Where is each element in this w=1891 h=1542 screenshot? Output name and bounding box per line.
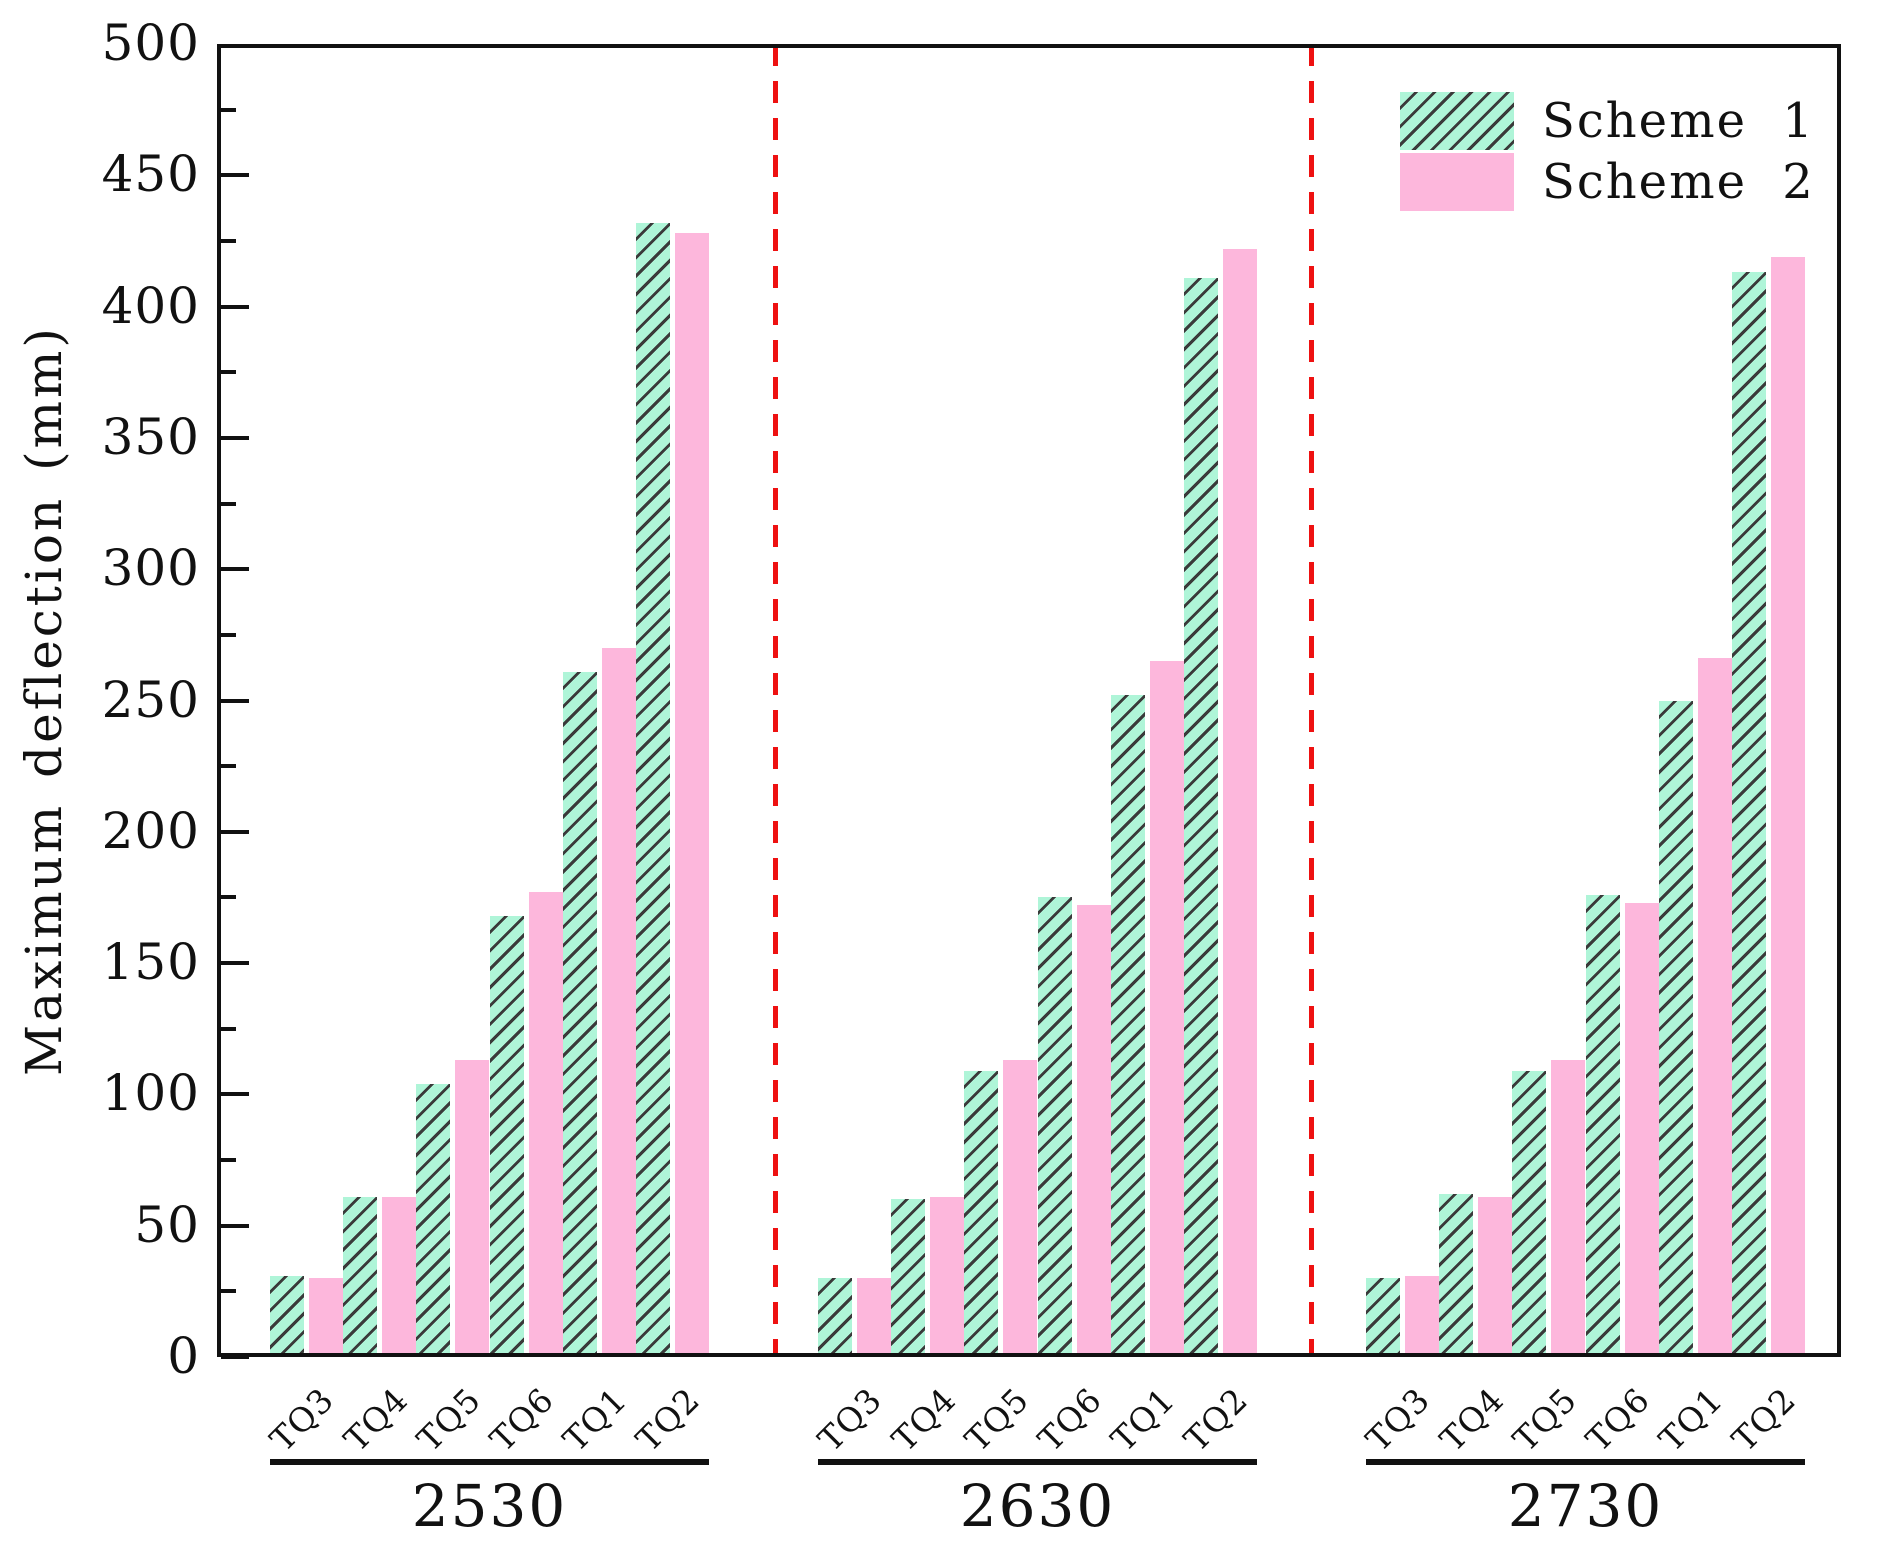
bar-scheme1-2630-TQ4 (891, 1199, 926, 1357)
bar-scheme1-2530-TQ5 (416, 1083, 451, 1357)
bar-scheme2-2730-TQ3 (1405, 1275, 1439, 1357)
x-category-label-2530-TQ2: TQ2 (628, 1379, 708, 1460)
bar-scheme1-2530-TQ6 (489, 915, 524, 1357)
y-tick-label-50: 50 (134, 1195, 200, 1254)
y-tick-label-500: 500 (101, 14, 200, 72)
minor-tick-125 (221, 1026, 236, 1031)
bar-scheme2-2530-TQ6 (528, 892, 563, 1357)
y-tick-label-400: 400 (101, 276, 200, 335)
legend-label-scheme1: Scheme 1 (1542, 93, 1815, 149)
x-category-label-2630-TQ5: TQ5 (957, 1379, 1037, 1460)
bar-scheme2-2730-TQ5 (1551, 1060, 1586, 1357)
group-label-2630: 2630 (959, 1472, 1116, 1540)
legend-swatch-scheme2 (1400, 153, 1514, 211)
y-tick-label-100: 100 (101, 1064, 200, 1123)
bar-scheme2-2730-TQ4 (1478, 1196, 1513, 1357)
x-category-label-2630-TQ2: TQ2 (1176, 1379, 1256, 1460)
major-tick-0 (221, 1355, 249, 1359)
plot-frame (217, 44, 1841, 1357)
bar-scheme1-2730-TQ1 (1658, 700, 1693, 1357)
bar-scheme1-2630-TQ3 (818, 1278, 852, 1357)
bar-scheme1-2630-TQ6 (1037, 897, 1072, 1357)
legend-label-scheme2: Scheme 2 (1542, 154, 1815, 210)
legend-swatch-scheme1 (1400, 92, 1514, 150)
major-tick-400 (221, 304, 249, 309)
bar-scheme2-2630-TQ1 (1149, 661, 1184, 1357)
bar-scheme2-2630-TQ2 (1222, 248, 1257, 1357)
bar-scheme1-2730-TQ4 (1439, 1194, 1474, 1357)
x-category-label-2630-TQ1: TQ1 (1103, 1379, 1183, 1460)
minor-tick-325 (221, 501, 236, 506)
bar-scheme2-2530-TQ3 (309, 1278, 343, 1357)
bar-scheme2-2730-TQ1 (1697, 658, 1732, 1357)
x-category-label-2730-TQ6: TQ6 (1578, 1379, 1658, 1460)
bar-scheme2-2530-TQ4 (382, 1196, 417, 1357)
x-category-label-2530-TQ4: TQ4 (335, 1379, 416, 1460)
major-tick-250 (221, 698, 249, 703)
x-category-label-2630-TQ3: TQ3 (810, 1379, 890, 1460)
minor-tick-475 (221, 107, 236, 112)
major-tick-200 (221, 829, 249, 834)
bar-scheme2-2630-TQ5 (1003, 1060, 1038, 1357)
x-category-label-2730-TQ2: TQ2 (1724, 1379, 1804, 1460)
group-underline-2530 (270, 1459, 709, 1465)
minor-tick-375 (221, 370, 236, 375)
group-label-2730: 2730 (1507, 1472, 1664, 1540)
bar-scheme2-2630-TQ4 (930, 1196, 965, 1357)
group-underline-2630 (818, 1459, 1257, 1465)
bar-scheme1-2730-TQ2 (1731, 272, 1766, 1357)
y-tick-label-150: 150 (101, 933, 200, 992)
bar-scheme1-2730-TQ6 (1585, 894, 1620, 1357)
x-category-label-2630-TQ4: TQ4 (883, 1379, 964, 1460)
group-underline-2730 (1366, 1459, 1805, 1465)
major-tick-100 (221, 1092, 249, 1097)
group-label-2530: 2530 (411, 1472, 568, 1540)
bar-scheme2-2730-TQ6 (1624, 902, 1659, 1357)
minor-tick-225 (221, 764, 236, 769)
bar-scheme2-2530-TQ1 (601, 647, 636, 1357)
x-category-label-2530-TQ6: TQ6 (482, 1379, 562, 1460)
x-category-label-2630-TQ6: TQ6 (1030, 1379, 1110, 1460)
x-category-label-2730-TQ5: TQ5 (1505, 1379, 1585, 1460)
bar-scheme1-2530-TQ3 (270, 1275, 304, 1357)
bar-scheme1-2530-TQ2 (635, 222, 670, 1357)
bar-scheme1-2530-TQ4 (343, 1196, 378, 1357)
bar-scheme2-2630-TQ3 (857, 1278, 891, 1357)
major-tick-450 (221, 173, 249, 178)
group-separator-2 (1309, 44, 1314, 1357)
bar-scheme2-2730-TQ2 (1770, 256, 1805, 1357)
x-category-label-2530-TQ5: TQ5 (409, 1379, 489, 1460)
major-tick-50 (221, 1223, 249, 1228)
bar-scheme1-2630-TQ2 (1183, 277, 1218, 1357)
major-tick-300 (221, 567, 249, 572)
x-category-label-2730-TQ4: TQ4 (1431, 1379, 1512, 1460)
y-tick-label-450: 450 (101, 145, 200, 204)
y-tick-label-200: 200 (101, 801, 200, 860)
y-tick-label-250: 250 (101, 670, 200, 729)
bar-scheme2-2530-TQ5 (455, 1060, 490, 1357)
minor-tick-75 (221, 1158, 236, 1163)
y-tick-label-300: 300 (101, 539, 200, 598)
bar-scheme1-2630-TQ1 (1110, 695, 1145, 1357)
bar-scheme2-2630-TQ6 (1076, 905, 1111, 1357)
group-separator-1 (773, 44, 778, 1357)
bar-scheme1-2730-TQ3 (1366, 1278, 1400, 1357)
x-category-label-2730-TQ3: TQ3 (1358, 1379, 1438, 1460)
minor-tick-25 (221, 1289, 236, 1294)
x-category-label-2730-TQ1: TQ1 (1651, 1379, 1731, 1460)
x-category-label-2530-TQ1: TQ1 (555, 1379, 635, 1460)
y-tick-label-0: 0 (167, 1327, 200, 1385)
bar-scheme1-2730-TQ5 (1512, 1070, 1547, 1357)
bar-scheme1-2630-TQ5 (964, 1070, 999, 1357)
minor-tick-275 (221, 632, 236, 637)
x-category-label-2530-TQ3: TQ3 (262, 1379, 342, 1460)
bar-scheme1-2530-TQ1 (562, 671, 597, 1357)
major-tick-350 (221, 435, 249, 440)
minor-tick-175 (221, 895, 236, 900)
minor-tick-425 (221, 238, 236, 243)
bar-scheme2-2530-TQ2 (674, 233, 709, 1357)
y-tick-label-350: 350 (101, 407, 200, 466)
major-tick-150 (221, 961, 249, 966)
